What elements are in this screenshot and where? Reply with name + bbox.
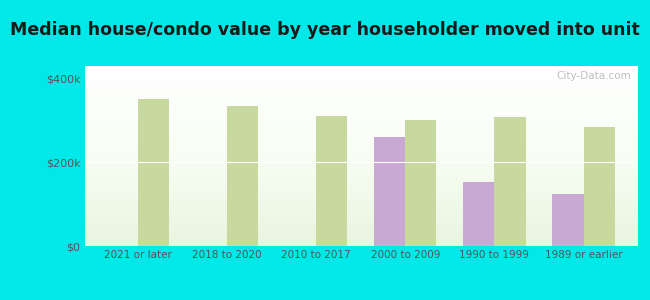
Bar xyxy=(406,120,437,246)
Bar xyxy=(495,117,526,246)
Bar xyxy=(138,100,169,246)
Bar xyxy=(316,116,347,246)
Bar xyxy=(374,137,406,246)
Bar xyxy=(463,182,495,246)
Text: City-Data.com: City-Data.com xyxy=(556,71,632,81)
Bar xyxy=(552,194,584,246)
Bar xyxy=(227,106,258,246)
Text: Median house/condo value by year householder moved into unit: Median house/condo value by year househo… xyxy=(10,21,640,39)
Bar xyxy=(584,127,615,246)
